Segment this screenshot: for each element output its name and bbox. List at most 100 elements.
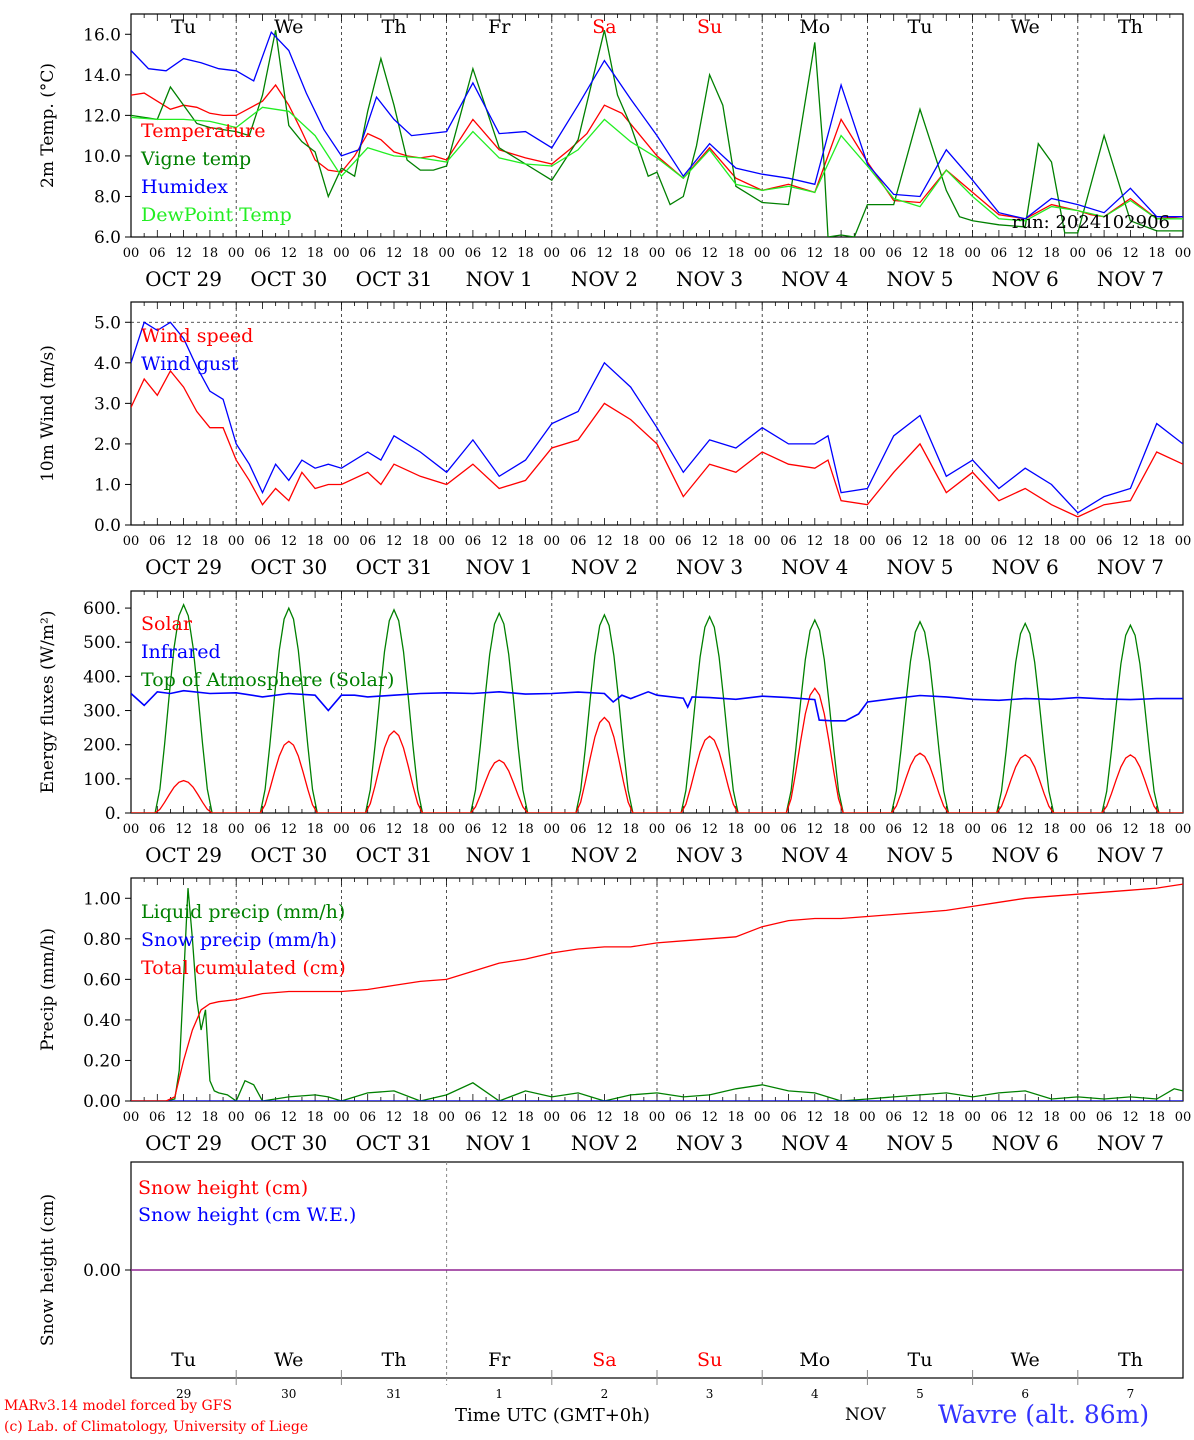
date-label: OCT 30 xyxy=(250,1131,327,1155)
hour-tick-label: 00 xyxy=(438,534,455,549)
hour-tick-label: 00 xyxy=(1175,822,1192,837)
hour-tick-label: 12 xyxy=(1017,246,1034,261)
hour-tick-label: 12 xyxy=(281,534,298,549)
date-label: OCT 29 xyxy=(145,555,222,579)
date-label: NOV 3 xyxy=(676,843,743,867)
date-label: NOV 5 xyxy=(886,555,953,579)
date-label: OCT 29 xyxy=(145,1131,222,1155)
y-axis-title: 2m Temp. (°C) xyxy=(38,63,58,188)
panel-temperature: 6.0 8.0 10.0 12.0 14.0 16.0 2m Temp. (°C) 00 06 1… xyxy=(38,13,1192,291)
hour-tick-label: 18 xyxy=(307,534,324,549)
hour-tick-label: 00 xyxy=(438,246,455,261)
hour-tick-label: 06 xyxy=(991,534,1008,549)
legend-entry: Wind gust xyxy=(141,353,239,375)
day-number-label: 5 xyxy=(916,1387,924,1401)
legend-entry: Total cumulated (cm) xyxy=(141,957,346,979)
hour-tick-label: 06 xyxy=(465,534,482,549)
hour-tick-label: 00 xyxy=(1070,822,1087,837)
time-axis-label: Time UTC (GMT+0h) xyxy=(455,1405,650,1426)
hour-tick-label: 12 xyxy=(596,822,613,837)
hour-tick-label: 06 xyxy=(1096,1110,1113,1125)
hour-tick-label: 18 xyxy=(517,822,534,837)
date-label: NOV 5 xyxy=(886,1131,953,1155)
panel-energy: 0. 100. 200. 300. 400. 500. 600. Energy fluxes … xyxy=(38,590,1192,867)
hour-tick-label: 06 xyxy=(570,1110,587,1125)
panel-wind: 0.0 1.0 2.0 3.0 4.0 5.0 10m Wind (m/s) 00 06 12 18… xyxy=(38,301,1191,579)
series-line-solar xyxy=(131,687,1183,813)
series-line-vigne-temp xyxy=(131,30,1183,237)
hour-tick-label: 18 xyxy=(833,1110,850,1125)
weekday-label: Sa xyxy=(592,16,616,38)
day-number-label: 7 xyxy=(1127,1387,1135,1401)
hour-tick-label: 00 xyxy=(438,1110,455,1125)
legend-entry: Temperature xyxy=(141,120,265,142)
date-label: NOV 1 xyxy=(466,267,533,291)
series-group xyxy=(131,321,1183,518)
panel-precip: 0.00 0.20 0.40 0.60 0.80 1.00 Precip (mm/h) 00 0… xyxy=(38,877,1191,1155)
y-tick-label: 100. xyxy=(83,770,121,790)
hour-tick-label: 06 xyxy=(885,534,902,549)
date-label: NOV 5 xyxy=(886,843,953,867)
y-tick-label: 4.0 xyxy=(94,354,121,374)
hour-tick-label: 00 xyxy=(1070,534,1087,549)
y-axis-title: Precip (mm/h) xyxy=(38,928,58,1051)
hour-tick-label: 06 xyxy=(149,822,166,837)
hour-tick-label: 00 xyxy=(1070,1110,1087,1125)
hour-tick-label: 12 xyxy=(1017,1110,1034,1125)
hour-tick-label: 12 xyxy=(175,1110,192,1125)
date-label: NOV 7 xyxy=(1097,843,1164,867)
hour-tick-label: 06 xyxy=(359,822,376,837)
hour-tick-label: 00 xyxy=(1175,246,1192,261)
hour-tick-label: 00 xyxy=(228,822,245,837)
y-axis-title: Energy fluxes (W/m²) xyxy=(38,611,58,794)
hour-tick-label: 06 xyxy=(675,534,692,549)
hour-tick-label: 06 xyxy=(780,1110,797,1125)
run-label: run: 2024102906 xyxy=(1012,212,1170,233)
hour-tick-label: 12 xyxy=(596,534,613,549)
hour-tick-label: 12 xyxy=(1122,534,1139,549)
legend-entry: Top of Atmosphere (Solar) xyxy=(141,669,394,691)
legend-entry: Vigne temp xyxy=(140,148,251,170)
hour-tick-label: 00 xyxy=(754,534,771,549)
hour-tick-label: 06 xyxy=(780,534,797,549)
hour-tick-label: 06 xyxy=(254,534,271,549)
hour-tick-label: 12 xyxy=(596,1110,613,1125)
weekday-label: Tu xyxy=(908,1349,933,1371)
hour-tick-label: 06 xyxy=(1096,822,1113,837)
hour-tick-label: 00 xyxy=(333,246,350,261)
hour-tick-label: 12 xyxy=(1122,1110,1139,1125)
day-number-label: 6 xyxy=(1021,1387,1029,1401)
date-label: OCT 30 xyxy=(250,555,327,579)
hour-tick-label: 06 xyxy=(254,1110,271,1125)
y-tick-label: 5.0 xyxy=(94,313,121,333)
hour-tick-label: 06 xyxy=(465,822,482,837)
hour-tick-label: 00 xyxy=(649,1110,666,1125)
weekday-label: Th xyxy=(382,16,407,38)
y-tick-label: 0.00 xyxy=(83,1261,121,1281)
series-group xyxy=(131,603,1183,813)
hour-tick-label: 00 xyxy=(544,534,561,549)
date-label: NOV 1 xyxy=(466,843,533,867)
hour-tick-label: 18 xyxy=(202,534,219,549)
hour-tick-label: 00 xyxy=(859,246,876,261)
hour-tick-label: 12 xyxy=(491,822,508,837)
date-label: NOV 6 xyxy=(992,555,1059,579)
y-tick-label: 6.0 xyxy=(94,228,121,248)
series-group xyxy=(131,883,1183,1101)
y-tick-label: 10.0 xyxy=(83,147,121,167)
hour-tick-label: 06 xyxy=(780,246,797,261)
weekday-label: Sa xyxy=(592,1349,616,1371)
legend-entry: Solar xyxy=(141,613,193,635)
date-label: NOV 7 xyxy=(1097,555,1164,579)
month-label: NOV xyxy=(845,1405,886,1425)
hour-tick-label: 12 xyxy=(1017,534,1034,549)
y-axis-title: Snow height (cm) xyxy=(38,1194,58,1346)
hour-tick-label: 18 xyxy=(412,534,429,549)
date-label: NOV 2 xyxy=(571,267,638,291)
y-tick-label: 8.0 xyxy=(94,187,121,207)
weekday-label: Tu xyxy=(908,16,933,38)
legend-entry: Snow precip (mm/h) xyxy=(141,929,337,951)
legend-entry: Wind speed xyxy=(141,325,253,347)
hour-tick-label: 00 xyxy=(649,822,666,837)
